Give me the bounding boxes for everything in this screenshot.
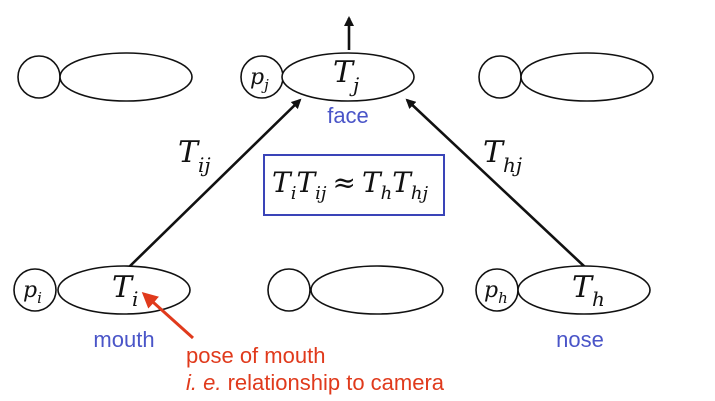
equation-box [263, 154, 445, 216]
edge-nose-to-face [405, 98, 587, 269]
part-template-ellipse [59, 52, 193, 102]
part-node-face: pj Tj face [240, 52, 415, 128]
edge-mouth-to-face [127, 98, 302, 269]
part-node-nose: ph Th nose [475, 265, 651, 352]
part-template-ellipse [520, 52, 654, 102]
annotation-line-2: i. e. relationship to camera [186, 370, 445, 395]
part-position-circle [478, 55, 522, 99]
part-node-bottom-middle [267, 265, 444, 315]
face-part-label: face [327, 103, 369, 128]
annotation-line-1: pose of mouth [186, 343, 325, 368]
part-node-top-left [17, 52, 193, 102]
part-template-ellipse [310, 265, 444, 315]
annotation-arrow [141, 291, 195, 340]
mouth-template-label: Ti [112, 270, 138, 311]
part-node-mouth: pi Ti mouth [13, 265, 191, 352]
face-position-label: pj [250, 65, 269, 94]
mouth-position-label: pi [23, 278, 42, 307]
nose-position-label: ph [484, 278, 508, 307]
part-position-circle [13, 268, 57, 312]
part-position-circle [17, 55, 61, 99]
mouth-part-label: mouth [93, 327, 154, 352]
edge-label-mouth-face: Tij [178, 135, 211, 177]
face-template-label: Tj [333, 55, 359, 97]
part-template-ellipse [517, 265, 651, 315]
part-template-ellipse [281, 52, 415, 102]
nose-template-label: Th [572, 270, 605, 311]
edge-label-nose-face: Thj [483, 135, 522, 177]
part-node-top-right [478, 52, 654, 102]
consistency-equation: TiTij ≈ ThThj [272, 166, 429, 204]
nose-part-label: nose [556, 327, 604, 352]
part-position-circle [267, 268, 311, 312]
